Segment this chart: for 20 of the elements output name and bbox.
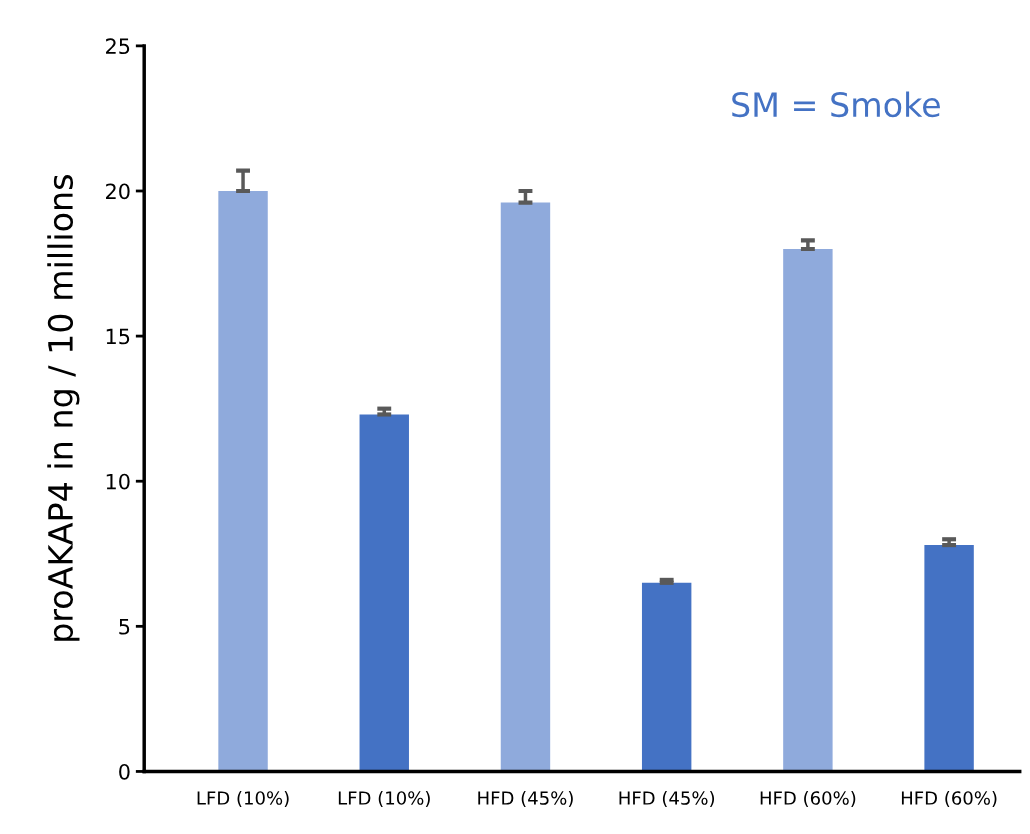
bar — [641, 582, 692, 772]
y-tick-label: 5 — [119, 619, 130, 635]
x-tick-label: HFD (45%) — [478, 790, 573, 807]
bar — [359, 414, 409, 772]
y-tick-label: 0 — [119, 763, 130, 780]
y-tick-label: 15 — [106, 328, 130, 345]
bar — [500, 202, 551, 772]
annotation: SM = Smoke — [732, 91, 940, 118]
y-axis-title: proAKAP4 in ng / 10 millions — [47, 175, 80, 641]
bar — [783, 249, 833, 772]
x-tick-label: HFD (60%) — [901, 790, 997, 807]
x-tick-label: HFD (45%) — [619, 790, 715, 807]
y-tick-label: 20 — [106, 183, 130, 200]
x-tick-label: LFD (10%) — [197, 790, 289, 807]
x-tick-label: HFD (60%) — [760, 790, 856, 807]
y-tick-label: 25 — [106, 38, 130, 55]
y-tick-label: 10 — [106, 473, 130, 490]
bar — [924, 545, 974, 772]
bar — [218, 190, 268, 772]
x-tick-label: LFD (10%) — [338, 790, 430, 807]
